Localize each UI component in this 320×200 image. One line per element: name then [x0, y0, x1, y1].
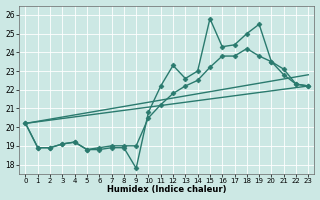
X-axis label: Humidex (Indice chaleur): Humidex (Indice chaleur) — [107, 185, 227, 194]
